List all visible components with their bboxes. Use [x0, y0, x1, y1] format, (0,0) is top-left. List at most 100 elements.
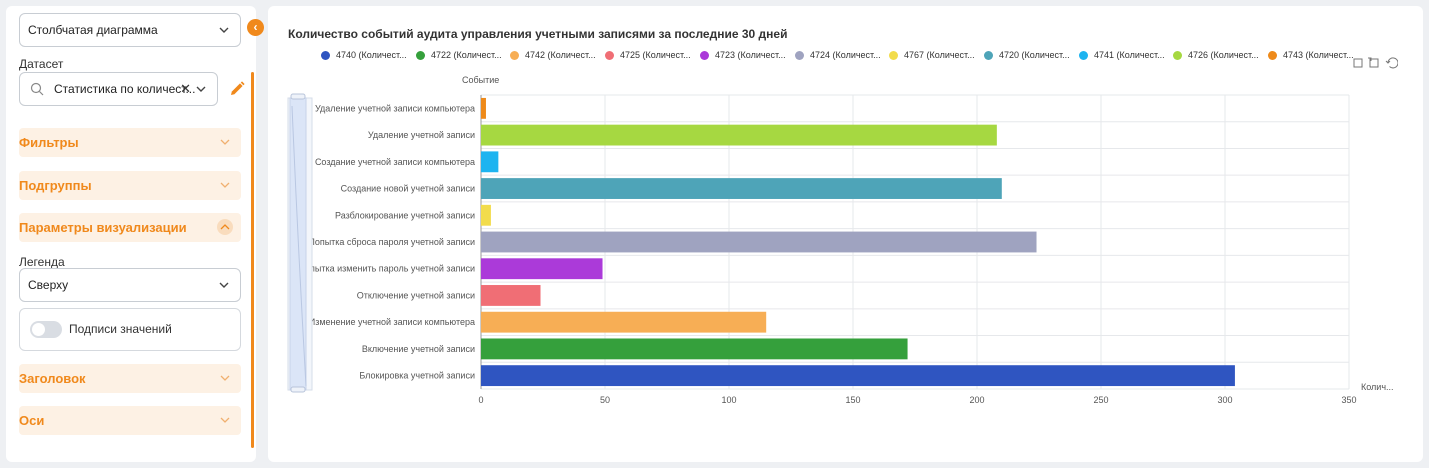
bar: [481, 231, 1037, 253]
chevron-down-icon: [219, 27, 229, 33]
filters-label: Фильтры: [19, 135, 79, 150]
visualization-params-section[interactable]: Параметры визуализации: [19, 213, 241, 242]
dataset-label: Датасет: [19, 57, 64, 71]
bar: [481, 151, 499, 173]
legend-marker: [605, 50, 614, 60]
header-section-label: Заголовок: [19, 371, 86, 386]
legend-marker: [1079, 50, 1088, 60]
legend-label: 4725 (Количест...: [620, 50, 691, 60]
subgroups-label: Подгруппы: [19, 178, 92, 193]
slider-handle-bottom[interactable]: [290, 386, 306, 393]
y-tick-label: Включение учетной записи: [362, 344, 475, 354]
subgroups-section[interactable]: Подгруппы: [19, 171, 241, 200]
panel-scrollbar[interactable]: [251, 72, 254, 448]
legend-label: Легенда: [19, 255, 65, 269]
legend-label: 4741 (Количест...: [1094, 50, 1165, 60]
toggle-knob: [32, 323, 45, 336]
clear-icon[interactable]: ✕: [180, 81, 191, 96]
search-icon: [30, 82, 44, 96]
restore-icon[interactable]: [1385, 57, 1398, 69]
chevron-up-icon: [217, 219, 233, 235]
legend-item[interactable]: 4723 (Количест...: [700, 50, 786, 60]
x-axis-title: Колич...: [1361, 382, 1394, 392]
chart-panel: Количество событий аудита управления уче…: [268, 6, 1423, 462]
chevron-down-icon: [220, 182, 230, 188]
legend-item[interactable]: 4724 (Количест...: [795, 50, 881, 60]
dataset-select[interactable]: Статистика по количест... ✕: [19, 72, 218, 106]
axes-section[interactable]: Оси: [19, 406, 241, 435]
y-tick-label: Разблокирование учетной записи: [335, 210, 475, 220]
bar: [481, 178, 1002, 199]
value-labels-toggle[interactable]: [30, 321, 62, 338]
legend-marker: [1268, 50, 1277, 60]
edit-icon[interactable]: [228, 80, 246, 98]
dataset-value: Статистика по количест...: [54, 82, 196, 96]
chevron-down-icon: [220, 139, 230, 145]
x-tick-label: 300: [1217, 395, 1232, 405]
collapse-panel-button[interactable]: ‹: [247, 19, 264, 36]
y-tick-label: Отключение учетной записи: [357, 290, 475, 300]
legend-item[interactable]: 4742 (Количест...: [510, 50, 596, 60]
x-tick-label: 100: [721, 395, 736, 405]
legend-select[interactable]: Сверху: [19, 268, 241, 302]
slider-handle-top[interactable]: [290, 93, 306, 100]
legend-label: 4767 (Количест...: [904, 50, 975, 60]
slider-preview: [291, 105, 307, 387]
zoom-icon[interactable]: [1353, 58, 1363, 68]
value-labels-label: Подписи значений: [69, 322, 172, 336]
y-tick-label: Удаление учетной записи: [368, 130, 475, 140]
legend-item[interactable]: 4767 (Количест...: [889, 50, 975, 60]
x-tick-label: 0: [478, 395, 483, 405]
chart-type-value: Столбчатая диаграмма: [28, 23, 158, 37]
legend-label: 4740 (Количест...: [336, 50, 407, 60]
legend-value: Сверху: [28, 278, 69, 292]
legend-marker: [889, 50, 898, 60]
data-zoom-slider[interactable]: [287, 93, 313, 393]
legend-marker: [510, 50, 519, 60]
bar: [481, 311, 767, 333]
chevron-down-icon: [220, 417, 230, 423]
chart-legend: 4740 (Количест... 4722 (Количест... 4742 (…: [321, 50, 1361, 64]
y-tick-label: Создание учетной записи компьютера: [315, 157, 475, 167]
legend-label: 4743 (Количест...: [1283, 50, 1354, 60]
y-tick-label: Изменение учетной записи компьютера: [309, 317, 475, 327]
bar: [481, 365, 1235, 387]
chart-type-select[interactable]: Столбчатая диаграмма: [19, 13, 241, 47]
legend-marker: [984, 50, 993, 60]
y-axis-title: Событие: [462, 75, 499, 85]
legend-label: 4723 (Количест...: [715, 50, 786, 60]
x-tick-label: 200: [969, 395, 984, 405]
legend-item[interactable]: 4725 (Количест...: [605, 50, 691, 60]
legend-label: 4742 (Количест...: [525, 50, 596, 60]
legend-item[interactable]: 4740 (Количест...: [321, 50, 407, 60]
legend-label: 4720 (Количест...: [999, 50, 1070, 60]
zoom-reset-icon[interactable]: [1368, 57, 1379, 68]
legend-marker: [700, 50, 709, 60]
chevron-down-icon: [219, 282, 229, 288]
legend-marker: [416, 50, 425, 60]
header-section[interactable]: Заголовок: [19, 364, 241, 393]
legend-item[interactable]: 4722 (Количест...: [416, 50, 502, 60]
legend-item[interactable]: 4741 (Количест...: [1079, 50, 1165, 60]
settings-panel: Столбчатая диаграмма Датасет Статистика …: [6, 6, 256, 462]
bar: [481, 124, 997, 146]
y-tick-label: Блокировка учетной записи: [359, 371, 475, 381]
y-tick-label: Создание новой учетной записи: [341, 184, 475, 194]
legend-item[interactable]: 4720 (Количест...: [984, 50, 1070, 60]
chart-title: Количество событий аудита управления уче…: [288, 27, 788, 41]
x-tick-label: 250: [1093, 395, 1108, 405]
legend-item[interactable]: 4726 (Количест...: [1173, 50, 1259, 60]
chevron-down-icon: [196, 86, 206, 92]
legend-marker: [795, 50, 804, 60]
filters-section[interactable]: Фильтры: [19, 128, 241, 157]
legend-item[interactable]: 4743 (Количест...: [1268, 50, 1354, 60]
bar: [481, 204, 491, 226]
axes-section-label: Оси: [19, 413, 45, 428]
y-tick-label: Попытка изменить пароль учетной записи: [299, 264, 475, 274]
bar: [481, 258, 603, 280]
legend-label: 4724 (Количест...: [810, 50, 881, 60]
visualization-params-label: Параметры визуализации: [19, 220, 187, 235]
bar: [481, 285, 541, 306]
legend-marker: [1173, 50, 1182, 60]
x-tick-label: 150: [845, 395, 860, 405]
